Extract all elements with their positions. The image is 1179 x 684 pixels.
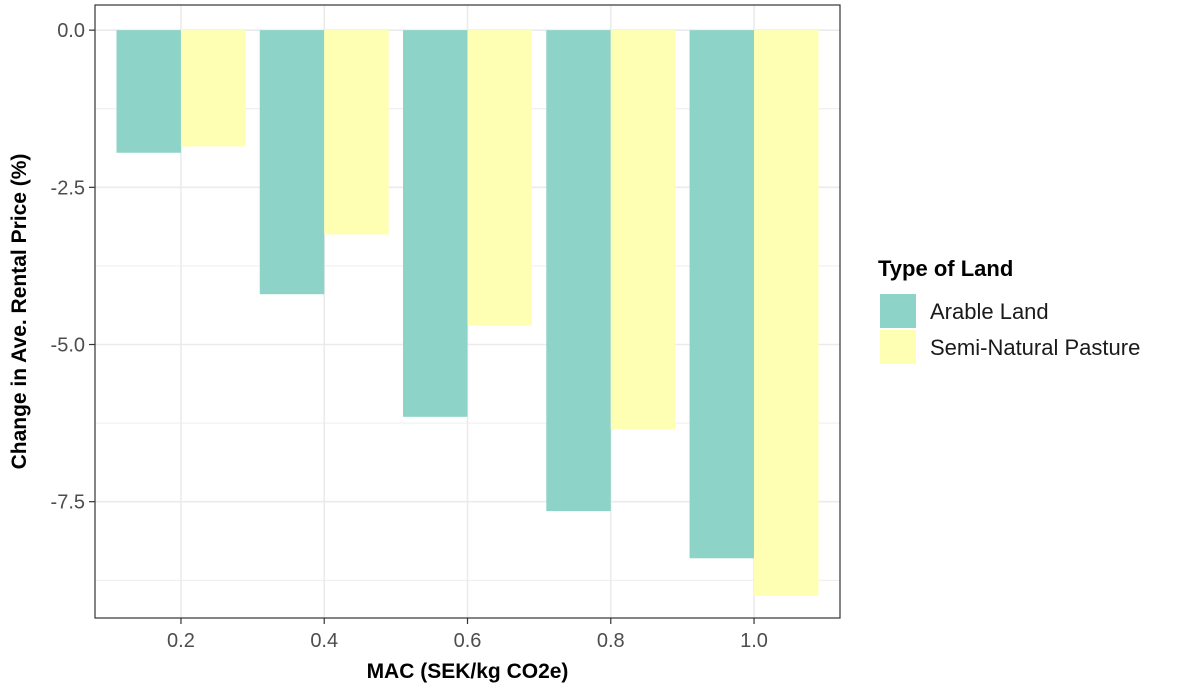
legend-title: Type of Land [878, 256, 1013, 281]
bar-semi-natural-pasture-0.4 [324, 30, 389, 235]
bar-semi-natural-pasture-0.6 [467, 30, 532, 326]
axes: 0.0 -2.5 -5.0 -7.5 0.2 0.4 0.6 0.8 1.0 [51, 20, 768, 652]
x-axis-title: MAC (SEK/kg CO2e) [367, 660, 569, 683]
legend: Type of Land Arable Land Semi-Natural Pas… [878, 256, 1140, 364]
bar-semi-natural-pasture-0.2 [180, 30, 246, 147]
y-axis-title: Change in Ave. Rental Price (%) [8, 154, 31, 470]
legend-items: Arable Land Semi-Natural Pasture [880, 294, 1140, 364]
legend-swatch [880, 294, 916, 328]
bars [116, 30, 819, 596]
bar-semi-natural-pasture-0.8 [610, 30, 676, 430]
y-tick-label: -5.0 [51, 335, 85, 357]
y-tick-label: 0.0 [57, 20, 85, 42]
bar-arable-land-0.2 [116, 30, 181, 153]
x-tick-label: 0.2 [167, 630, 195, 652]
x-tick-label: 1.0 [740, 630, 768, 652]
x-tick-label: 0.6 [454, 630, 482, 652]
bar-semi-natural-pasture-1.0 [754, 30, 819, 596]
legend-label: Semi-Natural Pasture [930, 335, 1140, 360]
y-tick-label: -2.5 [51, 177, 85, 199]
bar-arable-land-0.6 [403, 30, 468, 417]
x-tick-label: 0.4 [310, 630, 338, 652]
x-tick-label: 0.8 [597, 630, 625, 652]
bar-arable-land-1.0 [689, 30, 755, 559]
legend-swatch [880, 330, 916, 364]
bar-arable-land-0.4 [259, 30, 325, 295]
legend-label: Arable Land [930, 299, 1049, 324]
bar-arable-land-0.8 [546, 30, 611, 512]
y-tick-label: -7.5 [51, 492, 85, 514]
